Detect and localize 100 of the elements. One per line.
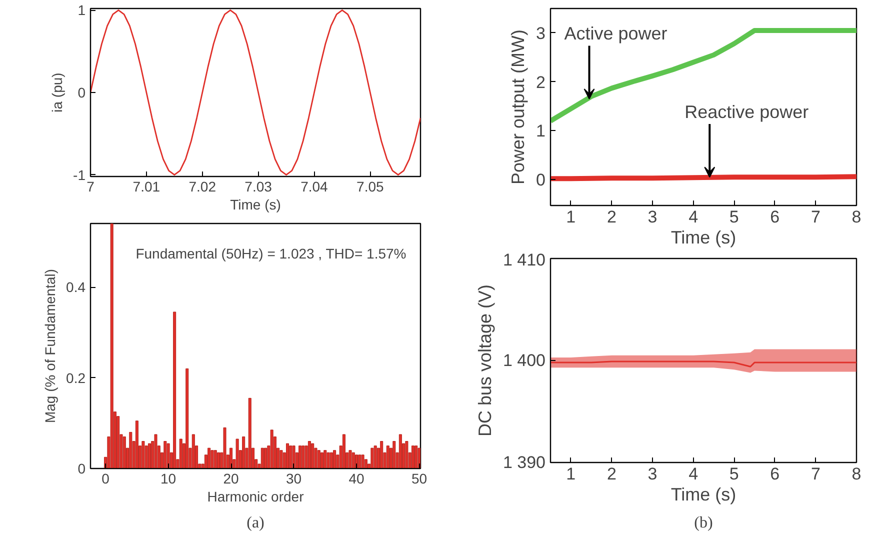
x-axis-title: Harmonic order [207, 488, 304, 504]
bar [286, 443, 289, 468]
bar [142, 441, 145, 468]
bar [342, 434, 346, 468]
bar [280, 450, 283, 468]
bar [264, 448, 268, 468]
x-axis-title: Time (s) [670, 228, 736, 248]
x-tick-label: 7.02 [188, 178, 216, 194]
x-tick-label: 7.05 [356, 178, 384, 194]
bar [392, 441, 396, 468]
bar [326, 452, 330, 468]
bar [320, 452, 324, 468]
x-tick-label: 8 [852, 464, 862, 484]
y-axis-title: Mag (% of Fundamental) [42, 268, 58, 424]
bar [192, 434, 195, 468]
bar [236, 438, 239, 468]
bar [302, 446, 305, 468]
y-tick-label: 1 400 [502, 351, 546, 370]
bar [333, 450, 336, 468]
y-tick-label: 0.2 [66, 370, 86, 386]
x-tick-label: 40 [348, 470, 365, 486]
bar [386, 446, 390, 468]
text: (a) [246, 514, 264, 532]
x-tick-label: 20 [223, 470, 240, 486]
bar [260, 448, 264, 468]
bar [270, 430, 274, 468]
bar [324, 450, 327, 468]
bar [186, 368, 189, 468]
x-tick-label: 4 [688, 208, 698, 226]
y-tick-label: 1 390 [502, 453, 546, 472]
bar [398, 434, 402, 468]
bar [129, 432, 132, 468]
x-tick-label: 2 [606, 464, 616, 484]
bar [223, 427, 226, 468]
x-tick-label: 30 [286, 470, 302, 486]
x-tick-label: 6 [770, 464, 780, 484]
bar [135, 420, 138, 468]
x-tick-label: 7.01 [132, 178, 160, 194]
bar [154, 434, 158, 468]
bar [216, 452, 220, 468]
bar [230, 448, 233, 468]
bar [317, 450, 320, 468]
y-tick-label: 3 [536, 24, 546, 43]
line-series [90, 9, 420, 176]
bar [166, 443, 170, 468]
bar [242, 436, 246, 468]
bar [370, 448, 374, 468]
y-axis-title: Power output (MW) [508, 29, 528, 185]
bar [358, 454, 362, 468]
bar [330, 452, 333, 468]
bar [164, 441, 167, 468]
x-tick-label: 50 [411, 470, 428, 486]
y-tick-label: 1 [78, 2, 86, 18]
x-tick-label: 7 [86, 178, 95, 194]
bar [289, 446, 292, 468]
bar [411, 446, 414, 468]
y-tick-label: -1 [73, 166, 86, 183]
x-tick-label: 1 [566, 464, 576, 484]
x-tick-label: 3 [648, 208, 658, 226]
x-tick-label: 2 [606, 208, 616, 226]
bar [179, 438, 182, 468]
bar [298, 446, 302, 468]
text: (b) [694, 514, 713, 532]
bar [292, 446, 296, 468]
bar [348, 450, 352, 468]
text: Fundamental (50Hz) = 1.023 , THD= 1.57% [136, 246, 406, 262]
bar [148, 443, 151, 468]
x-tick-label: 8 [852, 208, 862, 226]
bar [308, 441, 311, 468]
y-tick-label: 1 410 [502, 250, 546, 270]
x-tick-label: 7 [810, 208, 820, 226]
annotation: Active power [564, 24, 668, 44]
x-tick-label: 3 [648, 464, 658, 484]
bar [248, 398, 252, 468]
x-tick-label: 5 [729, 464, 739, 484]
bar [418, 448, 420, 468]
bar [173, 312, 176, 468]
bar [214, 450, 217, 468]
bar [122, 436, 126, 468]
bar [210, 450, 214, 468]
x-tick-label: 0 [102, 470, 110, 486]
x-tick-label: 6 [770, 208, 780, 226]
bar [374, 446, 377, 468]
y-tick-label: 1 [536, 122, 546, 141]
y-axis-title: DC bus voltage (V) [474, 284, 495, 437]
bar [110, 224, 114, 468]
bar [352, 452, 355, 468]
x-tick-label: 5 [729, 208, 739, 226]
y-tick-label: 0.4 [66, 279, 86, 296]
x-axis-title: Time (s) [230, 196, 281, 212]
y-tick-label: 2 [536, 72, 546, 92]
bar [380, 441, 384, 468]
bar [405, 441, 408, 468]
x-tick-label: 1 [566, 208, 576, 226]
x-tick-label: 4 [688, 464, 698, 484]
bar [414, 446, 418, 468]
y-tick-label: 0 [78, 84, 86, 100]
x-axis-title: Time (s) [670, 484, 736, 504]
bar [208, 448, 211, 468]
x-tick-label: 10 [160, 470, 176, 486]
